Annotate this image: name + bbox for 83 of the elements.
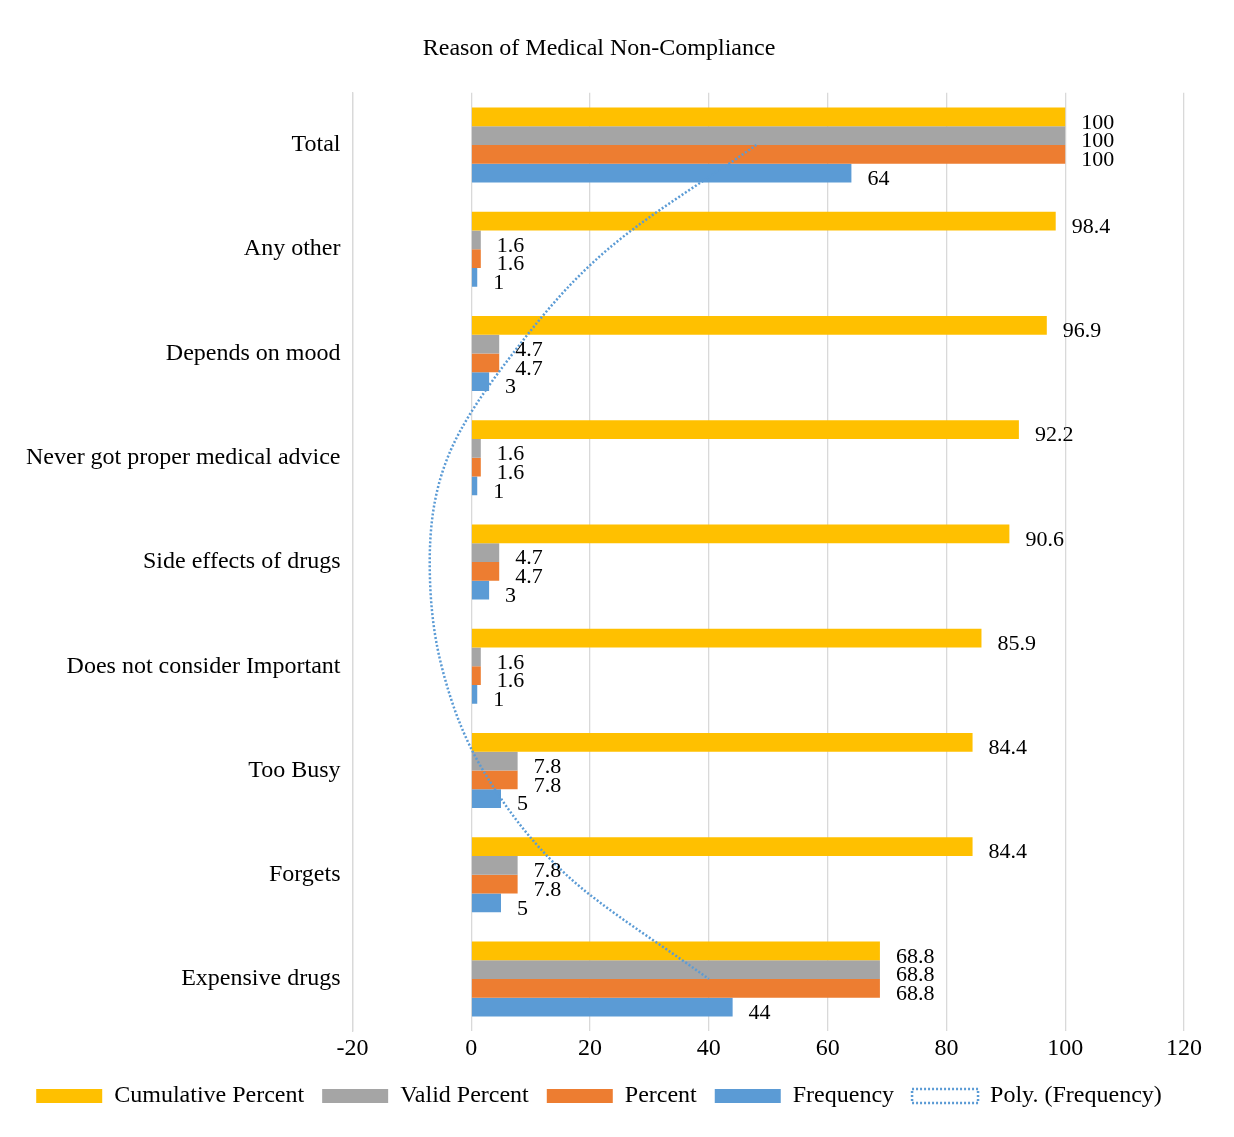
- data-label: 98.4: [1071, 212, 1111, 238]
- bar: [471, 476, 478, 496]
- data-label: 1: [493, 269, 505, 295]
- y-tick-label: Too Busy: [248, 755, 341, 782]
- bar: [471, 960, 880, 980]
- data-label: 5: [517, 894, 528, 920]
- bar: [471, 893, 501, 913]
- data-label: 5: [517, 790, 528, 816]
- bar: [471, 457, 481, 477]
- bar: [471, 997, 733, 1017]
- y-tick-label: Forgets: [268, 860, 341, 887]
- data-label: 84.4: [988, 838, 1028, 864]
- bar: [471, 733, 973, 752]
- bar: [471, 267, 478, 287]
- legend-label: Poly. (Frequency): [990, 1081, 1162, 1108]
- x-tick-label: 0: [465, 1033, 478, 1060]
- bar: [471, 666, 481, 686]
- legend-label: Valid Percent: [400, 1081, 530, 1108]
- y-tick-label: Side effects of drugs: [143, 547, 341, 574]
- data-label: 64: [867, 164, 890, 190]
- data-label: 84.4: [988, 734, 1028, 760]
- data-label: 4.7: [515, 335, 543, 361]
- bar: [471, 685, 478, 704]
- x-tick-label: 60: [815, 1033, 840, 1060]
- bar: [471, 979, 880, 998]
- bar: [471, 315, 1047, 335]
- x-tick-label: 120: [1166, 1033, 1202, 1060]
- legend-label: Frequency: [792, 1081, 895, 1108]
- y-tick-label: Never got proper medical advice: [25, 443, 341, 470]
- data-label: 85.9: [997, 629, 1036, 655]
- bar: [471, 420, 1019, 439]
- bar: [471, 249, 481, 268]
- data-label: 100: [1081, 108, 1115, 134]
- bar: [471, 144, 1066, 164]
- bar: [471, 126, 1066, 145]
- legend-label: Cumulative Percent: [114, 1081, 305, 1108]
- bar: [471, 543, 500, 562]
- y-tick-label: Depends on mood: [165, 338, 341, 365]
- data-label: 3: [505, 581, 517, 607]
- bar: [471, 874, 518, 894]
- data-label: 1: [493, 686, 505, 712]
- x-tick-label: 40: [696, 1033, 721, 1060]
- data-label: 1.6: [496, 648, 525, 674]
- bar: [471, 107, 1066, 127]
- x-tick-label: 80: [934, 1033, 959, 1060]
- x-tick-label: 20: [578, 1033, 603, 1060]
- bar: [471, 353, 500, 373]
- x-tick-label: 100: [1047, 1033, 1084, 1060]
- data-label: 1.6: [496, 231, 525, 257]
- data-label: 96.9: [1062, 317, 1102, 343]
- bar: [471, 647, 481, 667]
- bar: [471, 438, 481, 458]
- data-label: 100: [1081, 146, 1115, 172]
- bar: [471, 230, 481, 250]
- data-label: 3: [505, 373, 517, 399]
- bar: [471, 524, 1010, 544]
- y-tick-label: Total: [291, 130, 341, 157]
- y-tick-label: Any other: [243, 234, 341, 261]
- data-label: 44: [748, 999, 771, 1024]
- bar: [471, 837, 973, 857]
- legend-label: Percent: [624, 1081, 698, 1108]
- data-label: 90.6: [1025, 525, 1064, 551]
- x-tick-label: -20: [336, 1033, 369, 1060]
- y-tick-label: Does not consider Important: [66, 651, 341, 678]
- bar: [471, 580, 490, 600]
- bar: [471, 941, 880, 961]
- bar: [471, 211, 1056, 231]
- bar: [471, 856, 518, 875]
- data-label: 68.8: [895, 980, 935, 1006]
- bar: [471, 334, 500, 354]
- bar: [471, 372, 490, 391]
- bar: [471, 770, 518, 790]
- y-tick-label: Expensive drugs: [181, 964, 341, 991]
- bar: [471, 562, 500, 581]
- data-label: 92.2: [1034, 421, 1074, 447]
- bar: [471, 751, 518, 771]
- bar: [471, 628, 982, 648]
- bar: [471, 789, 501, 809]
- data-label: 7.8: [533, 857, 562, 883]
- data-label: 1.6: [496, 440, 525, 466]
- chart-title: Reason of Medical Non-Compliance: [422, 33, 776, 60]
- data-label: 68.8: [895, 942, 935, 968]
- data-label: 7.8: [533, 752, 562, 778]
